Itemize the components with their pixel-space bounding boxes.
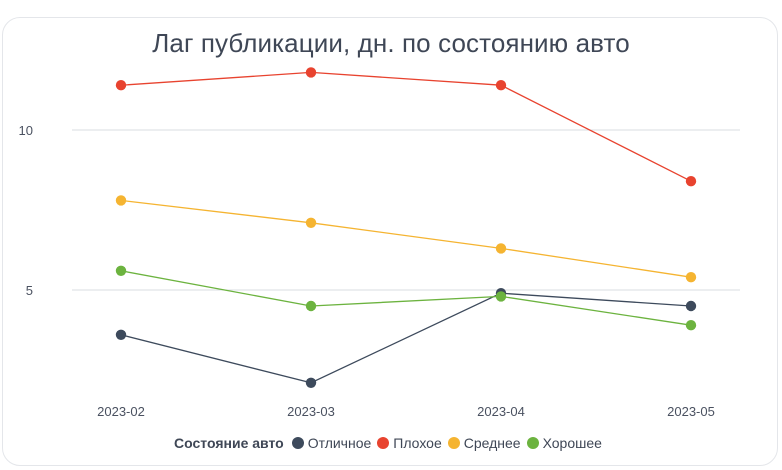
data-point-0-3[interactable] (685, 300, 697, 312)
legend: Состояние авто Отличное Плохое Среднее Х… (0, 435, 782, 451)
data-point-3-0[interactable] (115, 265, 127, 276)
legend-item-1[interactable]: Плохое (377, 435, 442, 451)
data-point-2-3[interactable] (685, 272, 697, 283)
legend-label-1: Плохое (393, 435, 442, 451)
chart-card (2, 17, 778, 466)
data-point-2-2[interactable] (495, 243, 507, 254)
data-point-1-2[interactable] (495, 80, 507, 91)
x-tick-label-2: 2023-04 (477, 404, 525, 419)
series-line-0 (120, 292, 692, 384)
data-point-3-3[interactable] (685, 320, 697, 331)
data-point-0-1[interactable] (305, 377, 317, 388)
series-line-1 (120, 71, 692, 182)
y-tick-label-1: 10 (19, 123, 33, 138)
data-point-3-2[interactable] (495, 291, 507, 302)
data-point-1-3[interactable] (685, 176, 697, 187)
chart-title: Лаг публикации, дн. по состоянию авто (152, 28, 630, 58)
legend-marker-3 (526, 437, 539, 449)
legend-label-3: Хорошее (542, 435, 602, 451)
legend-marker-1 (377, 437, 390, 449)
legend-item-3[interactable]: Хорошее (526, 435, 602, 451)
data-point-0-0[interactable] (115, 329, 127, 340)
x-tick-label-3: 2023-05 (667, 404, 715, 419)
legend-item-2[interactable]: Среднее (447, 435, 521, 451)
data-point-2-0[interactable] (115, 195, 127, 206)
data-point-3-1[interactable] (305, 300, 317, 312)
legend-label-0: Отличное (307, 435, 372, 451)
y-tick-label-0: 5 (26, 283, 33, 298)
data-point-1-0[interactable] (115, 80, 127, 91)
legend-label-2: Среднее (463, 435, 521, 451)
x-tick-label-1: 2023-03 (287, 404, 335, 419)
x-tick-label-0: 2023-02 (97, 404, 145, 419)
data-point-1-1[interactable] (305, 67, 317, 78)
data-point-2-1[interactable] (305, 217, 317, 228)
legend-title: Состояние авто (174, 435, 284, 451)
series-line-2 (120, 199, 692, 278)
series-line-3 (120, 270, 692, 326)
legend-marker-0 (291, 437, 304, 449)
legend-marker-2 (447, 437, 460, 449)
legend-item-0[interactable]: Отличное (291, 435, 372, 451)
